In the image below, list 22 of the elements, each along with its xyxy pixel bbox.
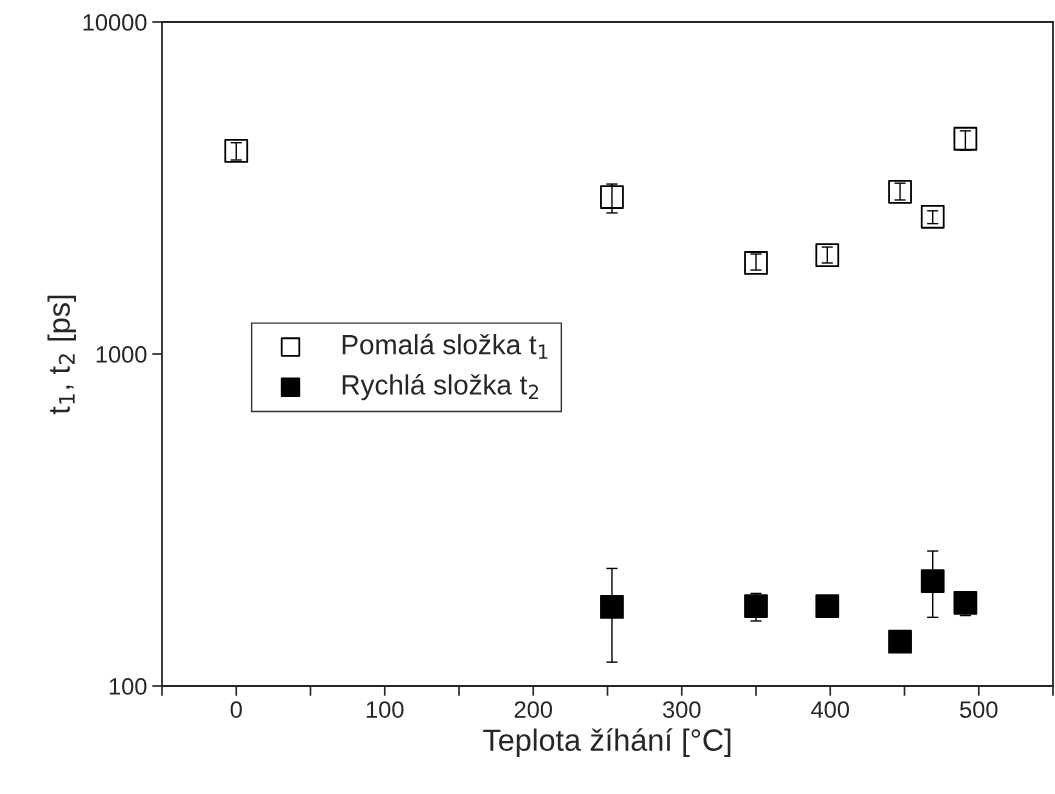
y-tick-label: 1000	[96, 346, 147, 363]
x-tick-label: 300	[662, 701, 701, 718]
point	[815, 594, 840, 619]
legend-label: Rychlá složka t$_{2}$	[342, 373, 538, 401]
x-tick-label: 400	[811, 701, 850, 718]
x-axis-title: Teplota žíhání [°C]	[483, 728, 731, 757]
point	[953, 590, 978, 615]
point	[600, 185, 624, 209]
point	[888, 629, 912, 654]
point	[600, 595, 624, 619]
y-tick-label: 10000	[83, 14, 147, 31]
point	[953, 126, 978, 151]
x-tick-label: 500	[960, 701, 998, 718]
legend-label: Pomalá složka t$_{1}$	[342, 333, 548, 359]
point	[920, 204, 945, 229]
point	[920, 569, 945, 593]
x-tick-label: 0	[230, 701, 242, 718]
x-tick-label: 100	[366, 701, 404, 718]
y-axis-title: t$_{1}$, t$_{2}$ [ps]	[47, 295, 76, 415]
point	[744, 594, 768, 619]
x-tick-label: 200	[514, 701, 553, 718]
y-tick-label: 100	[109, 678, 147, 695]
